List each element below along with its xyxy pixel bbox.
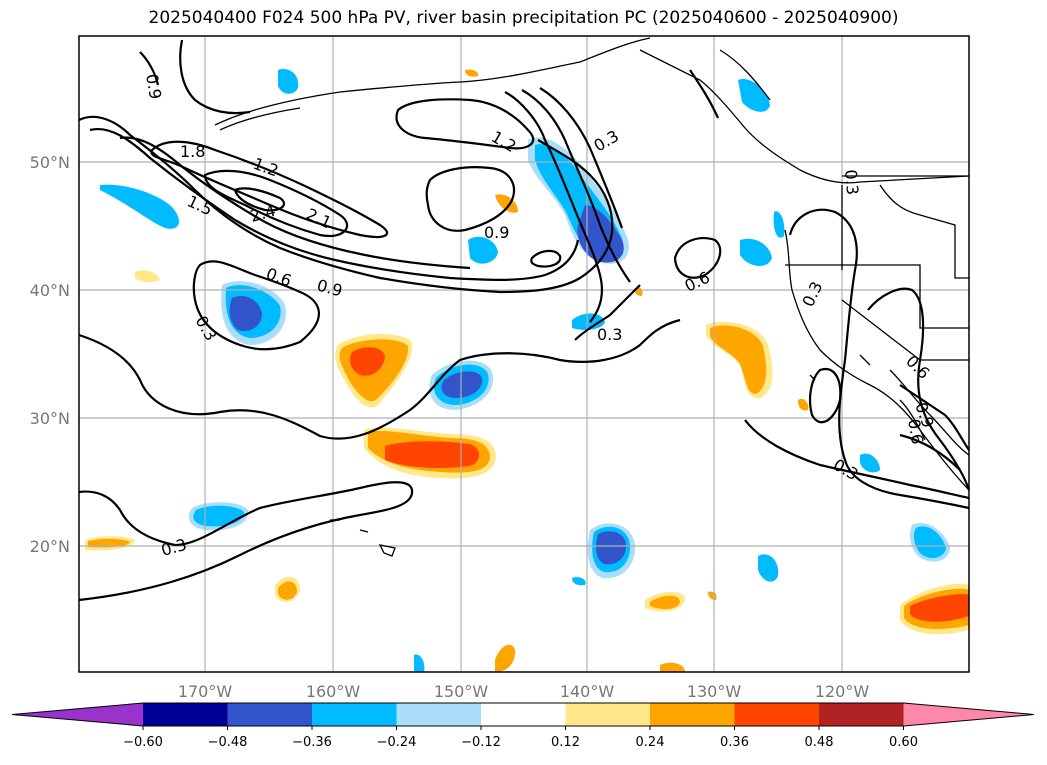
- coastlines: [214, 37, 970, 557]
- colorbar-tick-label: −0.12: [461, 735, 501, 750]
- lat-label: 50°N: [30, 153, 70, 172]
- contour-label: 1.8: [180, 142, 205, 161]
- colorbar-segment: [819, 703, 904, 726]
- colorbar-tick-label: 0.24: [636, 735, 665, 750]
- lon-labels: 170°W 160°W 150°W 140°W 130°W 120°W: [178, 682, 870, 701]
- contour-label: 0.3: [597, 325, 622, 344]
- colorbar-segment: [312, 703, 397, 726]
- colorbar-tick-label: −0.36: [292, 735, 332, 750]
- contour-label: 0.9: [142, 72, 165, 100]
- contour-label: 0.3: [841, 169, 862, 196]
- colorbar-tick-label: 0.36: [720, 735, 749, 750]
- lon-label: 160°W: [306, 682, 361, 701]
- lat-label: 20°N: [30, 537, 70, 556]
- colorbar-tick-label: 0.60: [889, 735, 918, 750]
- lat-labels: 50°N 40°N 30°N 20°N: [30, 153, 70, 556]
- colorbar-segment: [734, 703, 820, 726]
- lon-label: 170°W: [178, 682, 233, 701]
- lat-label: 30°N: [30, 409, 70, 428]
- pos-blob-east: [706, 321, 773, 399]
- lon-label: 120°W: [815, 682, 870, 701]
- pos-blob-small: [85, 69, 809, 672]
- pos-blob-north: [335, 334, 413, 408]
- lat-label: 40°N: [30, 281, 70, 300]
- colorbar-tick-label: −0.24: [377, 735, 417, 750]
- contour-label: 0.6: [904, 417, 927, 445]
- pos-blob-center: [364, 427, 496, 479]
- colorbar-tick-label: −0.48: [208, 735, 248, 750]
- colorbar-extend-high: [903, 703, 1034, 726]
- neg-blob-sub20: [587, 523, 636, 579]
- chart-title: 2025040400 F024 500 hPa PV, river basin …: [148, 8, 899, 28]
- colorbar-segment: [143, 703, 228, 726]
- colorbar-segment: [650, 703, 735, 726]
- lon-label: 140°W: [560, 682, 615, 701]
- colorbar-tick-label: 0.48: [805, 735, 834, 750]
- colorbar-segment: [227, 703, 313, 726]
- lon-label: 130°W: [687, 682, 742, 701]
- pv-contours: [78, 39, 971, 602]
- colorbar-segment: [396, 703, 482, 726]
- contour-label: 0.9: [484, 223, 509, 242]
- pos-blob-southeast: [900, 583, 969, 635]
- lon-label: 150°W: [434, 682, 489, 701]
- colorbar-segment: [481, 703, 566, 726]
- neg-blob-west: [221, 281, 286, 345]
- map-frame: [78, 35, 970, 673]
- colorbar-segment: [565, 703, 651, 726]
- colorbar-tick-label: −0.60: [123, 735, 163, 750]
- colorbar: −0.60 −0.48 −0.36 −0.24 −0.12 0.12 0.24 0.36 0.4…: [11, 702, 1035, 750]
- colorbar-extend-low: [12, 703, 143, 726]
- colorbar-tick-label: 0.12: [551, 735, 580, 750]
